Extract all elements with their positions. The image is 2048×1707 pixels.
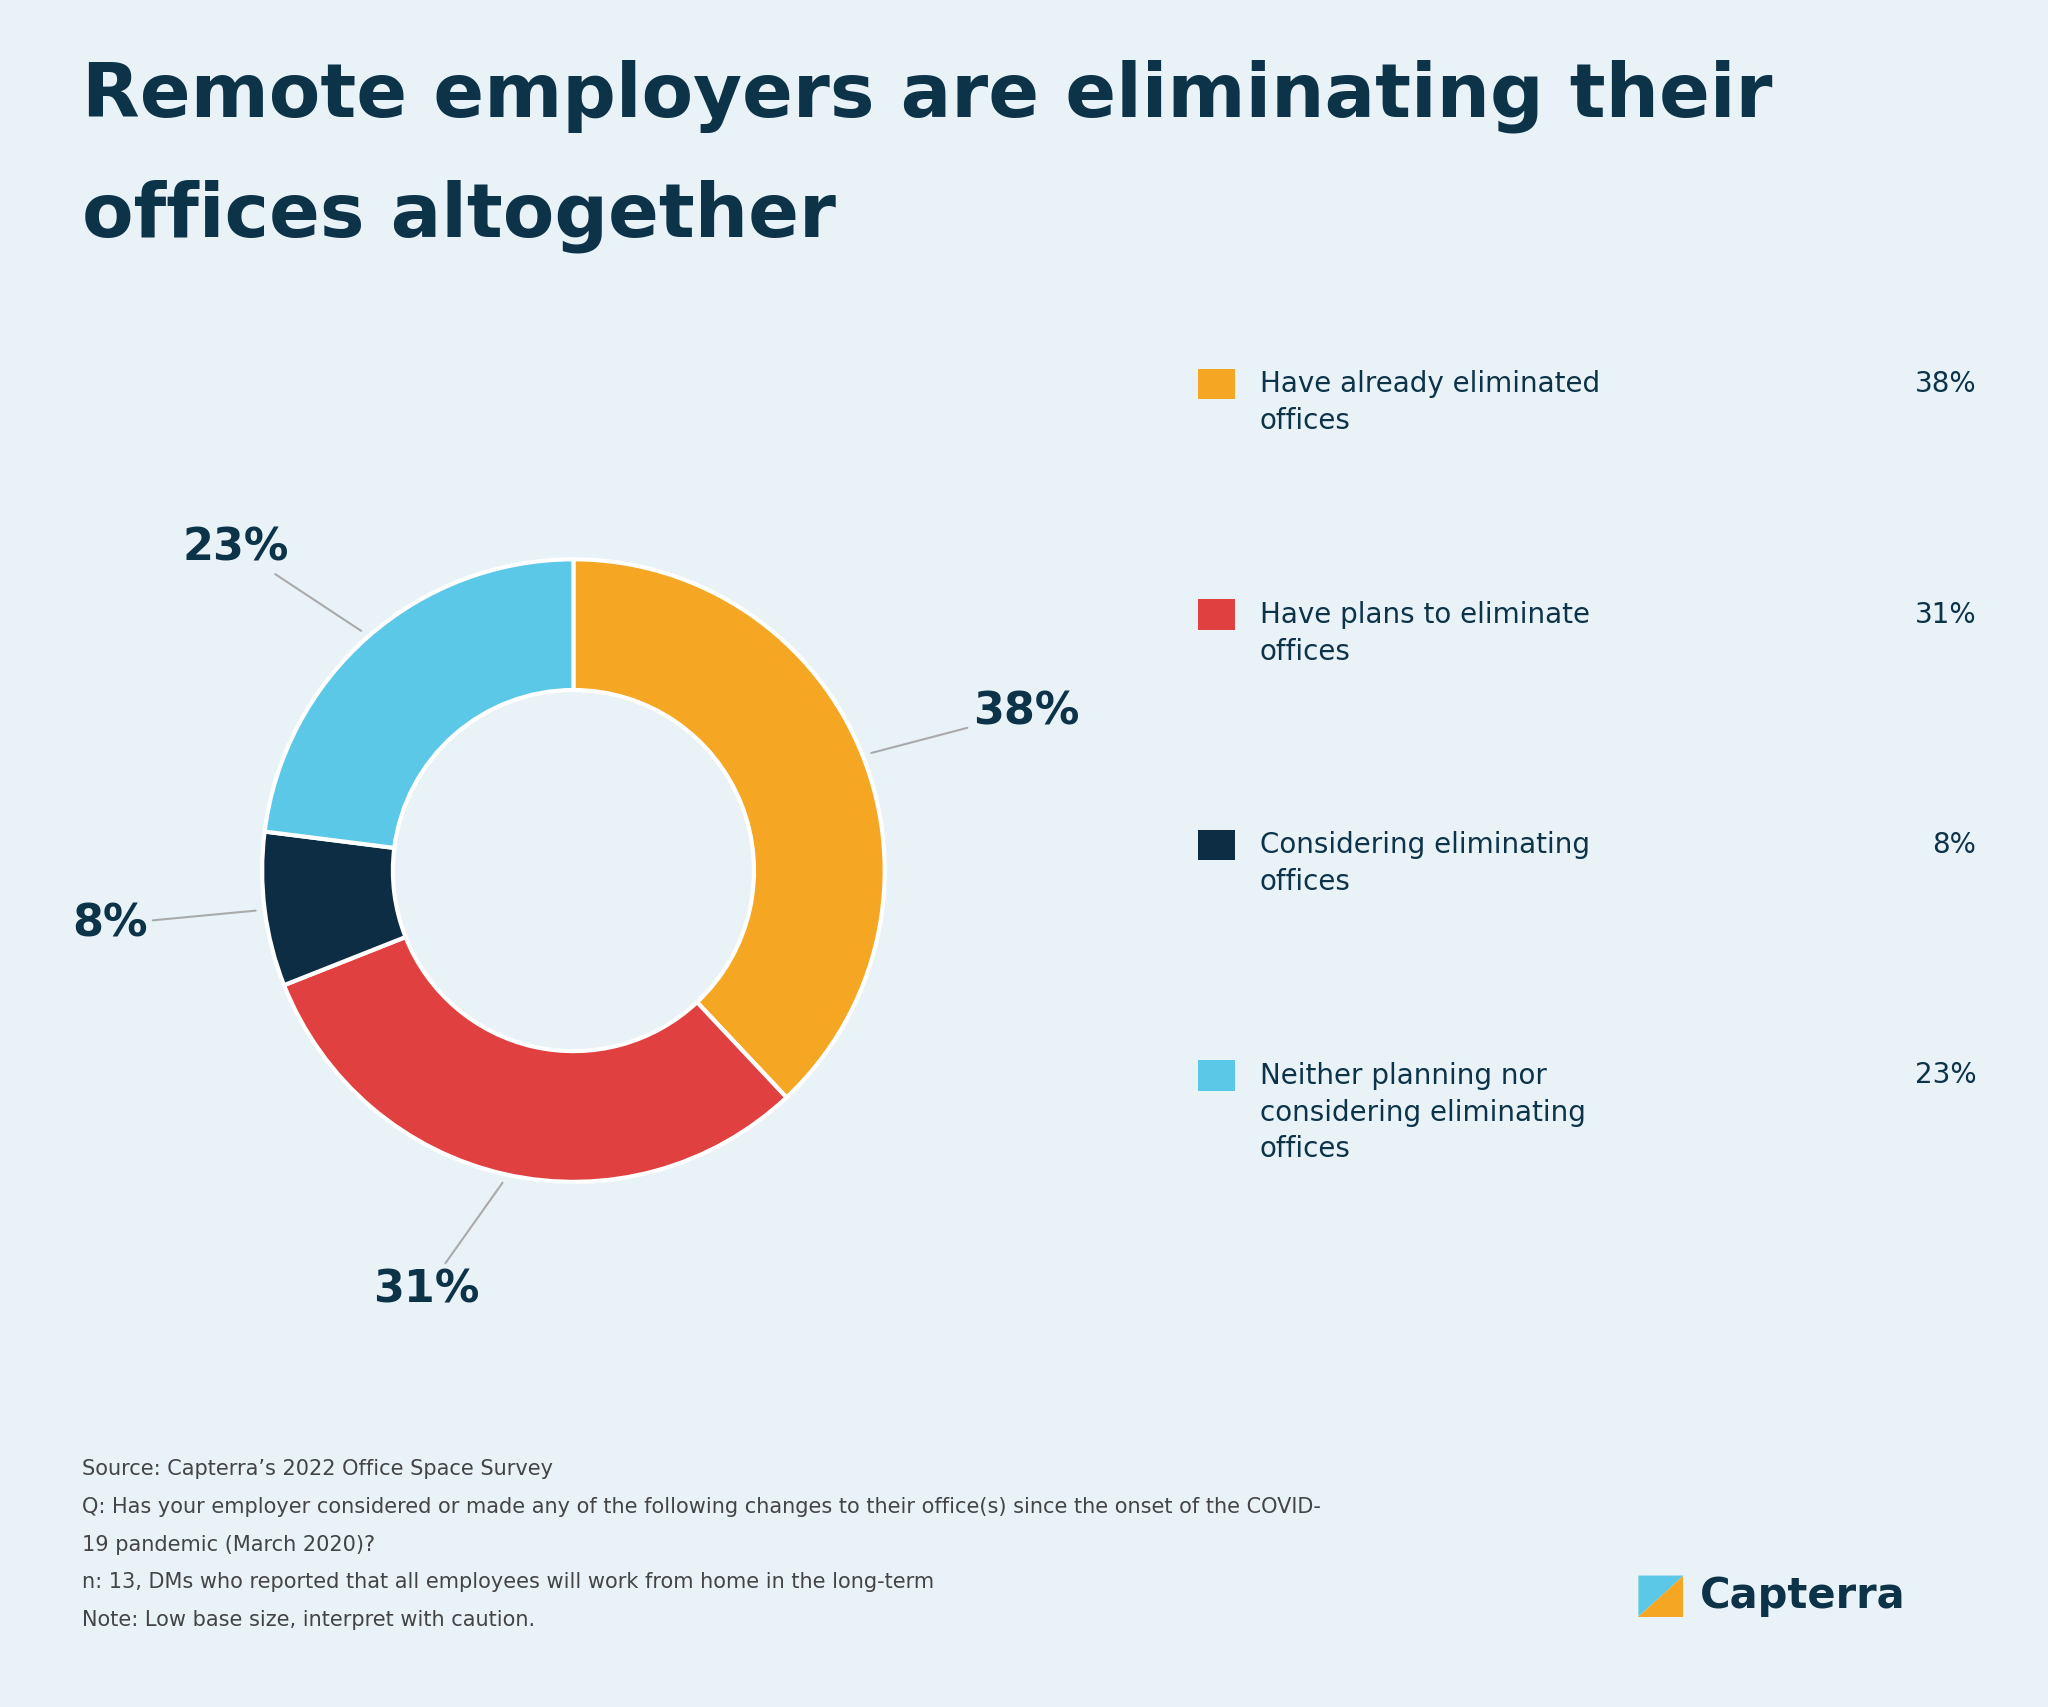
Text: Neither planning nor
considering eliminating
offices: Neither planning nor considering elimina… bbox=[1260, 1062, 1585, 1164]
Text: 8%: 8% bbox=[1933, 831, 1976, 859]
Wedge shape bbox=[285, 937, 786, 1181]
Wedge shape bbox=[262, 831, 406, 985]
Text: 38%: 38% bbox=[1915, 370, 1976, 398]
Text: 23%: 23% bbox=[1915, 1062, 1976, 1089]
Text: Considering eliminating
offices: Considering eliminating offices bbox=[1260, 831, 1589, 896]
Text: 8%: 8% bbox=[72, 903, 256, 946]
Text: Note: Low base size, interpret with caution.: Note: Low base size, interpret with caut… bbox=[82, 1610, 535, 1630]
Text: Have plans to eliminate
offices: Have plans to eliminate offices bbox=[1260, 601, 1589, 666]
Text: Remote employers are eliminating their: Remote employers are eliminating their bbox=[82, 60, 1772, 133]
Text: Capterra: Capterra bbox=[1700, 1576, 1905, 1617]
Text: 38%: 38% bbox=[870, 691, 1079, 753]
Text: 19 pandemic (March 2020)?: 19 pandemic (March 2020)? bbox=[82, 1535, 375, 1555]
Wedge shape bbox=[573, 560, 885, 1098]
Text: 31%: 31% bbox=[1915, 601, 1976, 628]
Text: offices altogether: offices altogether bbox=[82, 179, 836, 253]
Text: 23%: 23% bbox=[182, 527, 360, 632]
Text: 31%: 31% bbox=[373, 1183, 502, 1311]
Text: Source: Capterra’s 2022 Office Space Survey: Source: Capterra’s 2022 Office Space Sur… bbox=[82, 1459, 553, 1480]
Text: n: 13, DMs who reported that all employees will work from home in the long-term: n: 13, DMs who reported that all employe… bbox=[82, 1572, 934, 1593]
Text: Have already eliminated
offices: Have already eliminated offices bbox=[1260, 370, 1599, 435]
Text: Q: Has your employer considered or made any of the following changes to their of: Q: Has your employer considered or made … bbox=[82, 1497, 1321, 1518]
Wedge shape bbox=[264, 560, 573, 848]
